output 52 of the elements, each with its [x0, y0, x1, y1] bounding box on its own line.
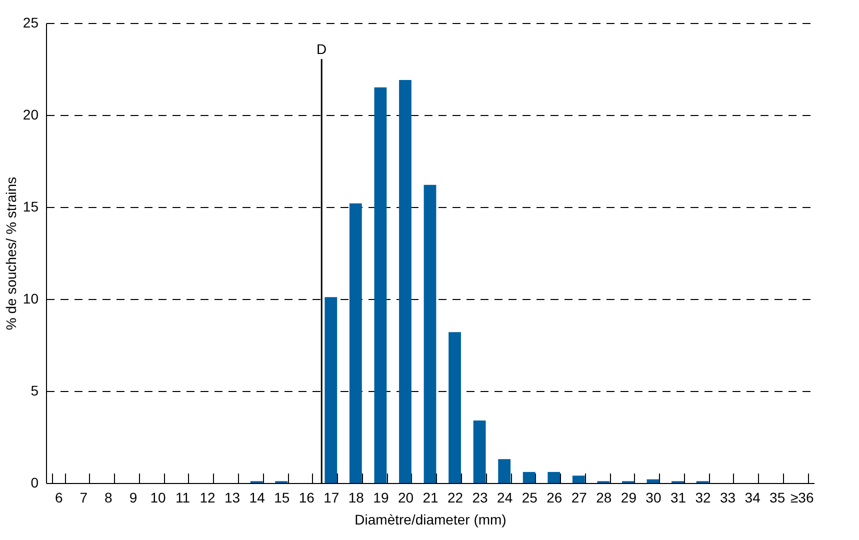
x-tick-label: 29 [620, 490, 637, 506]
x-tick-label: 14 [249, 490, 266, 506]
y-tick-label: 0 [30, 474, 39, 490]
x-tick-label: 10 [150, 490, 166, 506]
x-tick-label: 9 [129, 490, 138, 506]
bar [548, 472, 560, 483]
bar [572, 476, 585, 483]
x-tick-label: 26 [546, 490, 562, 506]
x-axis-title: Diamètre/diameter (mm) [354, 512, 506, 528]
y-tick-label: 5 [30, 382, 39, 398]
bar [324, 297, 338, 483]
x-tick-label: 22 [447, 490, 464, 506]
y-tick-label: 10 [22, 290, 39, 306]
bar [349, 203, 362, 483]
x-tick-label: 20 [398, 490, 414, 506]
bar [522, 472, 536, 483]
bar [646, 479, 660, 483]
x-tick-label: 35 [770, 490, 786, 506]
x-tick-label: 24 [497, 490, 513, 506]
x-tick-label: 33 [720, 490, 736, 506]
x-tick-label: 32 [695, 490, 712, 506]
bar [498, 459, 511, 483]
x-tick-label: 34 [744, 490, 761, 506]
bar [399, 80, 412, 483]
x-tick-label: 7 [80, 490, 88, 506]
x-tick-label: 11 [175, 490, 190, 506]
y-axis-title: % de souches/ % strains [2, 176, 19, 330]
x-tick-label: 17 [324, 490, 340, 506]
x-tick-label: 19 [373, 490, 389, 506]
x-tick-label: 12 [200, 490, 216, 506]
x-tick-label: 23 [472, 490, 488, 506]
x-tick-label: 13 [224, 490, 240, 506]
x-tick-label: 28 [596, 490, 612, 506]
bar [473, 420, 486, 483]
x-tick-label: 8 [104, 490, 113, 506]
bar [448, 332, 461, 483]
x-tick-label: 6 [54, 490, 63, 506]
x-tick-label: 18 [348, 490, 364, 506]
ref-line-label: D [316, 41, 327, 57]
bar [424, 184, 436, 483]
y-tick-label: 15 [22, 198, 39, 214]
x-tick-label: 30 [646, 490, 662, 506]
y-tick-label: 20 [22, 106, 39, 122]
x-tick-label: 15 [274, 490, 290, 506]
x-tick-label: 31 [670, 490, 686, 506]
x-tick-label: 21 [422, 490, 438, 506]
x-tick-label: 25 [522, 490, 538, 506]
y-tick-label: 25 [22, 14, 39, 30]
x-tick-label: 16 [298, 490, 315, 506]
x-tick-label: ≥36 [790, 490, 814, 506]
bar [374, 87, 387, 483]
x-tick-label: 27 [571, 490, 588, 506]
